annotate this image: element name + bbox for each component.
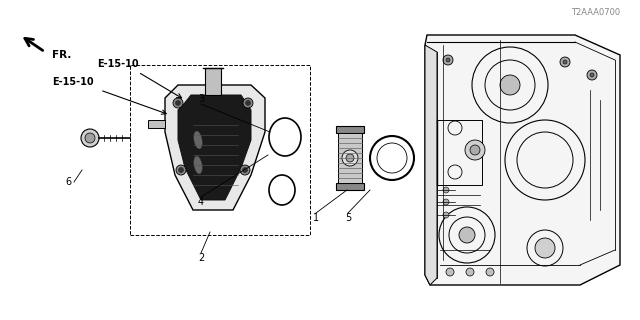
Bar: [130, 65, 310, 235]
Circle shape: [85, 133, 95, 143]
Circle shape: [587, 70, 597, 80]
Polygon shape: [148, 120, 165, 128]
Circle shape: [535, 238, 555, 258]
Text: FR.: FR.: [52, 50, 72, 60]
Circle shape: [176, 165, 186, 175]
Polygon shape: [425, 35, 620, 285]
Circle shape: [443, 187, 449, 193]
Text: E-15-10: E-15-10: [52, 77, 94, 87]
Circle shape: [342, 150, 358, 166]
Circle shape: [175, 100, 180, 106]
Circle shape: [179, 167, 184, 172]
Circle shape: [486, 268, 494, 276]
Polygon shape: [338, 133, 362, 183]
Circle shape: [246, 100, 250, 106]
Polygon shape: [165, 85, 265, 210]
Circle shape: [443, 212, 449, 218]
Circle shape: [240, 165, 250, 175]
Text: 6: 6: [65, 177, 71, 187]
Circle shape: [560, 57, 570, 67]
Ellipse shape: [194, 131, 202, 149]
Circle shape: [346, 154, 354, 162]
Circle shape: [459, 227, 475, 243]
Circle shape: [243, 98, 253, 108]
Circle shape: [590, 73, 594, 77]
Circle shape: [465, 140, 485, 160]
Text: 5: 5: [345, 213, 351, 223]
Circle shape: [563, 60, 567, 64]
Polygon shape: [205, 68, 221, 95]
Polygon shape: [336, 183, 364, 190]
Circle shape: [443, 199, 449, 205]
Text: 1: 1: [313, 213, 319, 223]
Circle shape: [173, 98, 183, 108]
Polygon shape: [178, 95, 251, 200]
Circle shape: [446, 268, 454, 276]
Text: 4: 4: [198, 197, 204, 207]
Polygon shape: [425, 45, 437, 285]
Ellipse shape: [194, 156, 202, 174]
Circle shape: [81, 129, 99, 147]
Circle shape: [466, 268, 474, 276]
Text: 3: 3: [198, 94, 204, 104]
Text: T2AAA0700: T2AAA0700: [571, 7, 620, 17]
Circle shape: [470, 145, 480, 155]
Text: E-15-10: E-15-10: [97, 59, 139, 69]
Circle shape: [500, 75, 520, 95]
Circle shape: [443, 55, 453, 65]
Bar: [437, 120, 482, 185]
Circle shape: [446, 58, 450, 62]
Circle shape: [243, 167, 248, 172]
Polygon shape: [336, 126, 364, 133]
Text: 2: 2: [198, 253, 204, 263]
